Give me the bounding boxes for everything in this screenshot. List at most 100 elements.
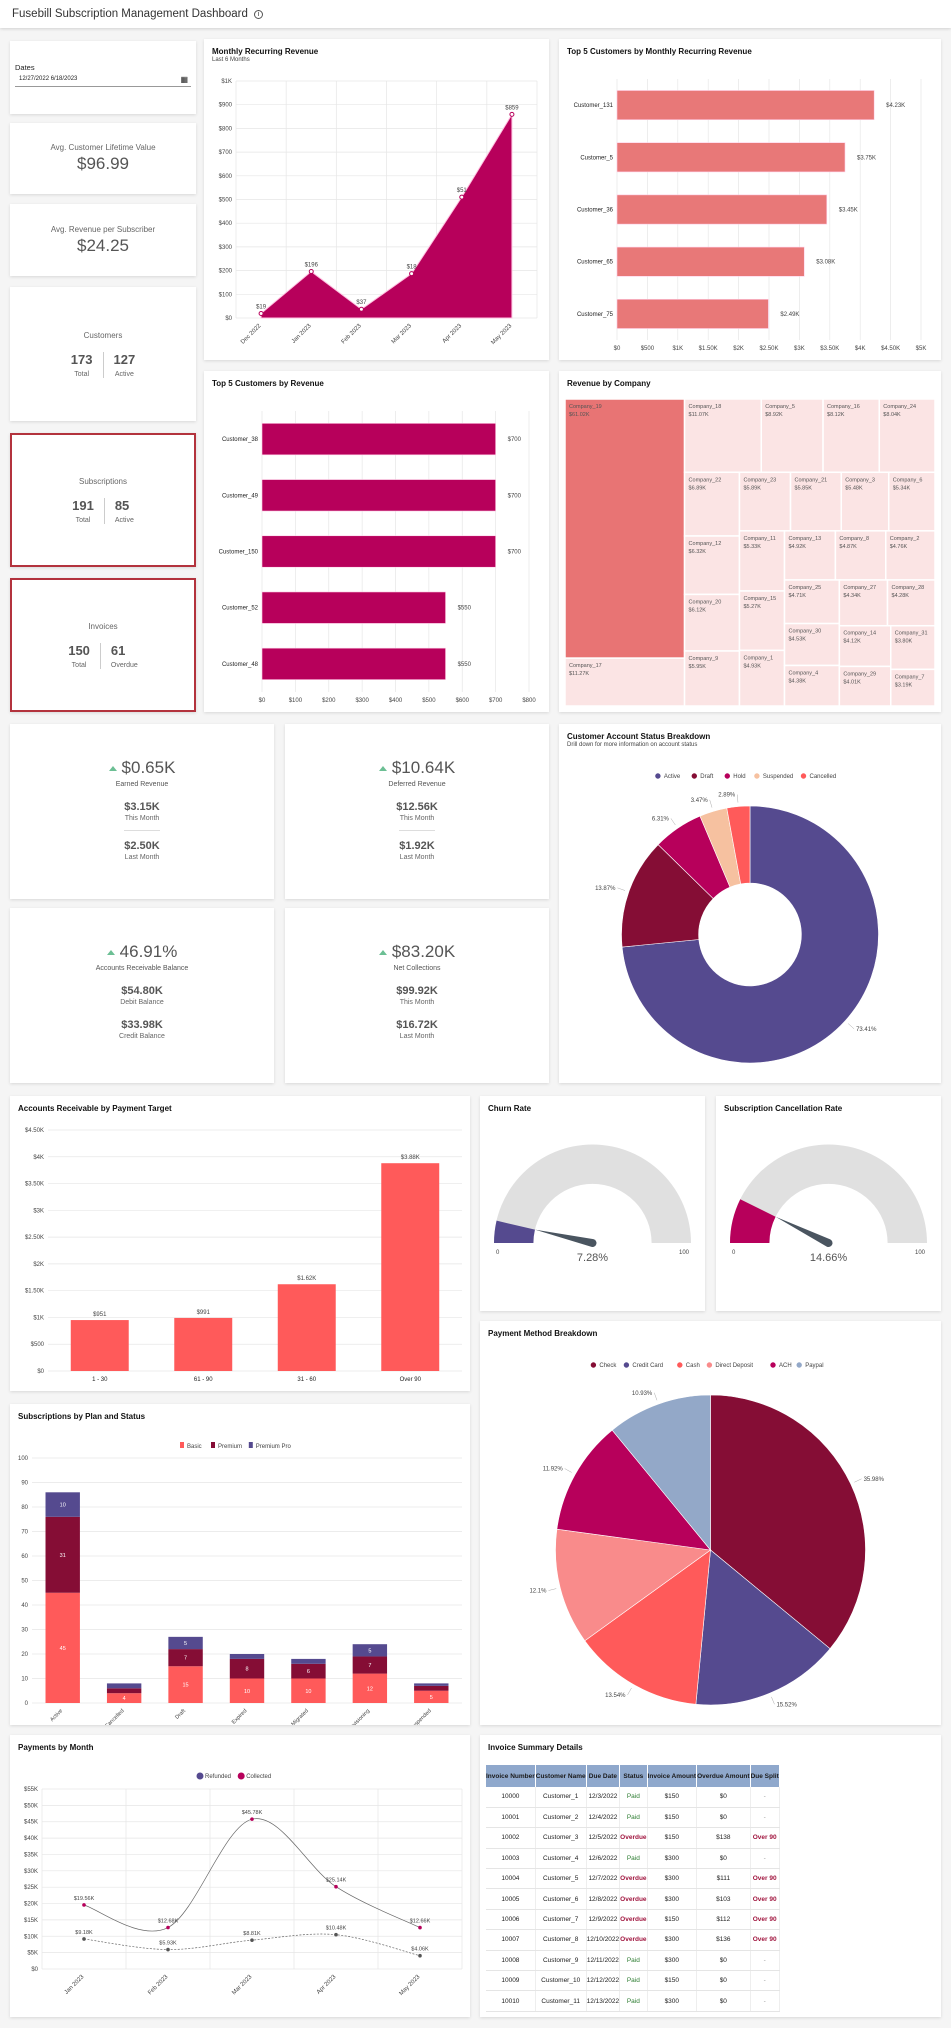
treemap-cell[interactable]: Company_20 $6.12K — [683, 593, 741, 652]
pie-slice[interactable] — [584, 1549, 711, 1705]
bar-segment[interactable] — [352, 1656, 388, 1674]
treemap-cell[interactable]: Company_9 $5.95K — [683, 650, 741, 707]
pie-slice[interactable] — [556, 1429, 712, 1551]
treemap-cell[interactable]: Company_22 $6.89K — [683, 471, 741, 537]
legend-item[interactable]: Check — [589, 1361, 617, 1369]
treemap-cell[interactable]: Company_18 $11.07K — [683, 398, 762, 474]
treemap-cell[interactable]: Company_1 $4.93K — [738, 649, 786, 707]
revenue-treemap[interactable]: Company_19 $61.02K Company_17 $11.27K Compan… — [559, 397, 941, 712]
legend-item[interactable]: Cash — [676, 1361, 700, 1369]
pie-slice[interactable] — [726, 805, 751, 885]
bar[interactable] — [616, 194, 828, 225]
bar[interactable] — [261, 535, 496, 568]
treemap-cell[interactable]: Company_13 $4.92K — [783, 530, 837, 581]
legend-item[interactable]: Premium — [211, 1442, 242, 1450]
account-status-donut[interactable]: Active Draft Hold Suspended Cancelled 73.41% 1… — [559, 758, 941, 1083]
legend-item[interactable]: Cancelled — [799, 772, 836, 780]
table-row[interactable]: 10000 Customer_1 12/3/2022 Paid $150 $0- — [486, 1787, 780, 1808]
data-point[interactable] — [334, 1884, 338, 1889]
column-header[interactable]: Overdue Amount — [696, 1765, 751, 1787]
treemap-cell[interactable]: Company_30 $4.53K — [783, 622, 841, 667]
data-point[interactable] — [250, 1817, 254, 1821]
legend-item[interactable]: Paypal — [795, 1361, 824, 1369]
bar-segment[interactable] — [229, 1658, 265, 1679]
bar-segment[interactable] — [106, 1688, 142, 1694]
bar-segment[interactable] — [352, 1644, 388, 1657]
date-range-input[interactable]: 12/27/2022 6/18/2023 ▦ — [15, 73, 191, 87]
data-point[interactable] — [509, 111, 515, 117]
treemap-cell[interactable]: Company_8 $4.87K — [834, 530, 887, 581]
column-header[interactable]: Customer Name — [535, 1765, 587, 1787]
bar-segment[interactable] — [106, 1693, 142, 1703]
legend-item[interactable]: Draft — [690, 772, 714, 780]
treemap-cell[interactable]: Company_27 $4.34K — [838, 579, 889, 627]
treemap-cell[interactable]: Company_28 $4.28K — [886, 579, 936, 627]
legend-item[interactable]: Active — [654, 772, 681, 780]
bar-segment[interactable] — [168, 1666, 203, 1703]
treemap-cell[interactable]: Company_5 $8.92K — [760, 398, 824, 474]
column-header[interactable]: Invoice Number — [486, 1765, 536, 1787]
bar[interactable] — [616, 246, 805, 277]
bar-segment[interactable] — [414, 1690, 449, 1703]
bar[interactable] — [261, 647, 446, 680]
bar-segment[interactable] — [45, 1592, 80, 1703]
table-row[interactable]: 10002 Customer_3 12/5/2022 Overdue $150 $138 O… — [486, 1827, 780, 1849]
data-point[interactable] — [358, 306, 364, 312]
table-row[interactable]: 10006 Customer_7 12/9/2022 Overdue $150 $112 O… — [486, 1909, 780, 1931]
treemap-cell[interactable]: Company_25 $4.71K — [783, 579, 841, 625]
bar-segment[interactable] — [168, 1636, 203, 1650]
calendar-icon[interactable]: ▦ — [180, 75, 188, 84]
bar-segment[interactable] — [106, 1683, 142, 1689]
bar[interactable] — [261, 479, 496, 512]
treemap-cell[interactable]: Company_16 $8.12K — [822, 398, 881, 474]
legend-item[interactable]: Premium Pro — [248, 1442, 292, 1450]
treemap-cell[interactable]: Company_12 $6.32K — [683, 535, 741, 596]
treemap-cell[interactable]: Company_21 $5.85K — [789, 471, 842, 532]
treemap-cell[interactable]: Company_15 $5.27K — [738, 590, 786, 652]
data-point[interactable] — [250, 1938, 254, 1942]
data-point[interactable] — [334, 1932, 338, 1937]
treemap-cell[interactable]: Company_2 $4.76K — [885, 530, 936, 581]
table-row[interactable]: 10010 Customer_11 12/13/2022 Paid $300 $0- — [486, 1990, 780, 2012]
invoices-card[interactable]: Invoices 150 Total 61 Overdue — [10, 578, 196, 712]
mrr-chart[interactable]: $0 $100 $200 $300 $400 $500 $600 $700 $800 $900 $1… — [204, 73, 549, 360]
legend-item[interactable]: Hold — [723, 772, 746, 780]
bar-segment[interactable] — [291, 1663, 326, 1679]
bar[interactable] — [277, 1284, 336, 1371]
treemap-cell[interactable]: Company_11 $5.33K — [738, 530, 786, 592]
bar[interactable] — [616, 142, 846, 173]
subscriptions-stacked-chart[interactable]: 0 10 20 30 40 50 60 70 80 90 100 Basic Premium Premiu… — [10, 1430, 470, 1725]
bar-segment[interactable] — [168, 1649, 203, 1667]
treemap-cell[interactable]: Company_19 $61.02K — [564, 398, 686, 659]
column-header[interactable]: Invoice Amount — [647, 1765, 698, 1787]
legend-item[interactable]: Direct Deposit — [705, 1361, 753, 1369]
ar-payment-target-chart[interactable]: $0 $500 $1K $1.50K $2K $2.50K $3K $3.50K $4K $4.5… — [10, 1122, 470, 1391]
bar-segment[interactable] — [414, 1685, 449, 1691]
data-point[interactable] — [418, 1953, 422, 1958]
pie-slice[interactable] — [621, 805, 879, 1064]
data-point[interactable] — [166, 1947, 170, 1952]
pie-slice[interactable] — [555, 1528, 712, 1642]
table-row[interactable]: 10009 Customer_10 12/12/2022 Paid $150 $0- — [486, 1970, 780, 1992]
treemap-cell[interactable]: Company_7 $3.19K — [890, 668, 936, 707]
pie-slice[interactable] — [695, 1549, 831, 1706]
table-row[interactable]: 10003 Customer_4 12/6/2022 Paid $300 $0- — [486, 1848, 780, 1870]
data-point[interactable] — [418, 1925, 422, 1930]
data-point[interactable] — [82, 1937, 86, 1941]
data-point[interactable] — [308, 269, 314, 275]
table-row[interactable]: 10001 Customer_2 12/4/2022 Paid $150 $0- — [486, 1807, 780, 1829]
treemap-cell[interactable]: Company_3 $5.48K — [840, 471, 890, 532]
data-point[interactable] — [258, 310, 264, 316]
bar-segment[interactable] — [352, 1673, 388, 1703]
legend-item[interactable]: Refunded — [196, 1772, 232, 1781]
data-point[interactable] — [409, 271, 415, 277]
bar[interactable] — [70, 1320, 129, 1371]
top-mrr-customers-chart[interactable]: $0 $500 $1K $1.50K $2K $2.50K $3K $3.50K $4K $4.5… — [559, 65, 941, 360]
treemap-cell[interactable]: Company_17 $11.27K — [564, 657, 686, 707]
top-revenue-customers-chart[interactable]: $0 $100 $200 $300 $400 $500 $600 $700 $800 $700 Cu… — [204, 397, 549, 712]
customers-card[interactable]: Customers 173 Total 127 Active — [10, 287, 196, 421]
column-header[interactable]: Due Date — [586, 1765, 621, 1787]
pie-slice[interactable] — [710, 1394, 866, 1650]
treemap-cell[interactable]: Company_31 $3.80K — [890, 624, 936, 671]
bar-segment[interactable] — [229, 1654, 265, 1659]
